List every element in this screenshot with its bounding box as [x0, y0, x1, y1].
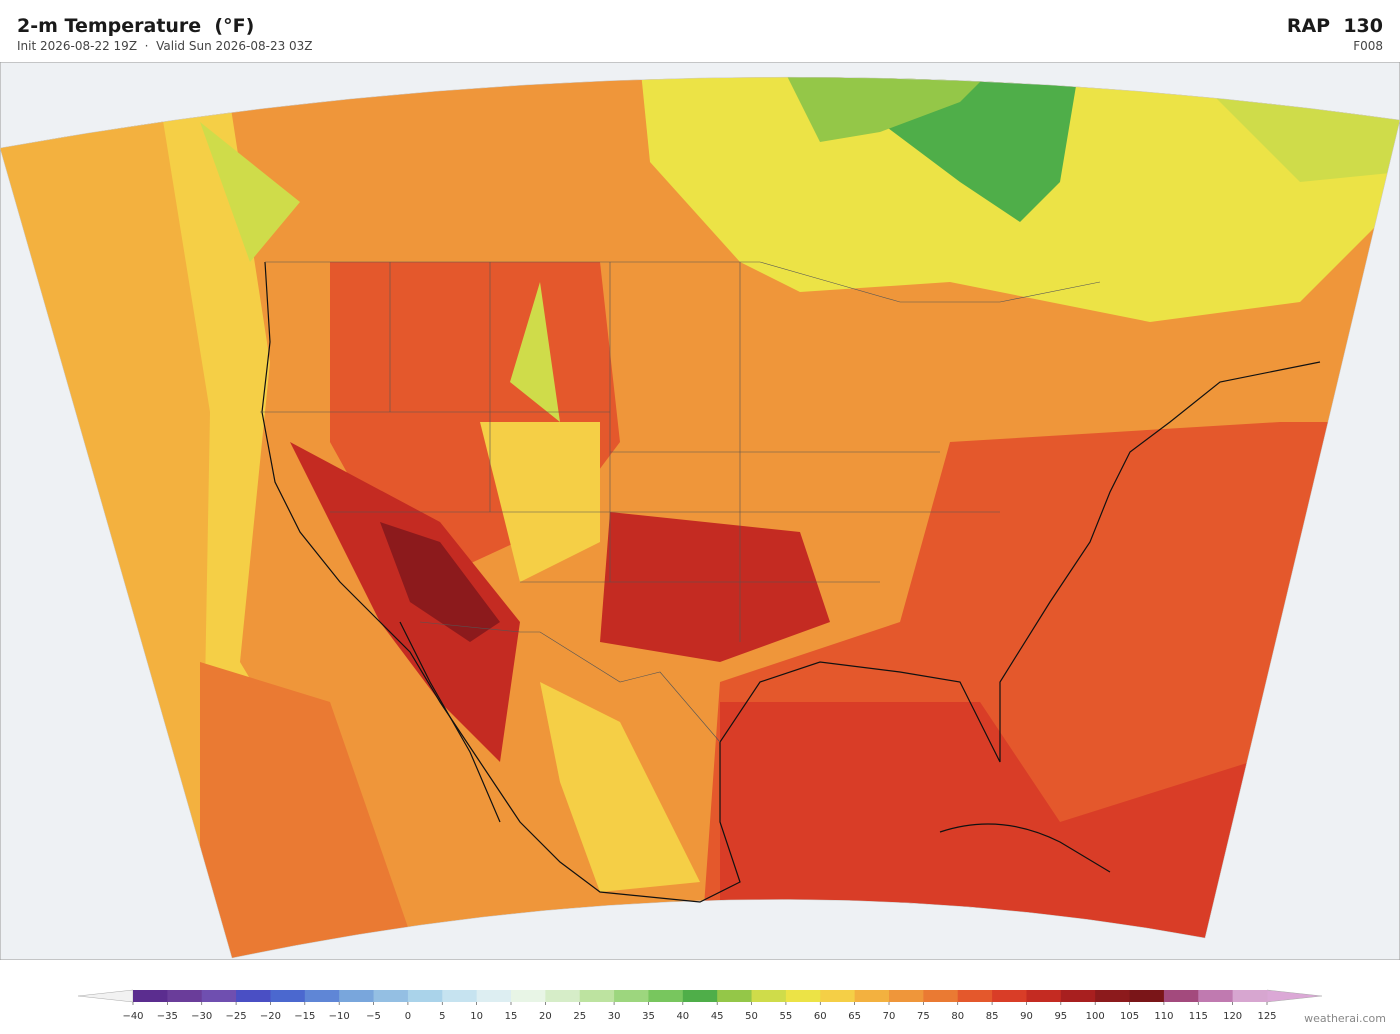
colorbar-segment: [1232, 990, 1268, 1002]
colorbar-segment: [545, 990, 581, 1002]
colorbar-segment: [407, 990, 443, 1002]
colorbar-segment: [579, 990, 615, 1002]
colorbar-tick-label: 20: [539, 1011, 552, 1022]
colorbar-tick-label: 95: [1054, 1011, 1067, 1022]
colorbar-segment: [923, 990, 959, 1002]
colorbar-segment: [373, 990, 409, 1002]
credit: weatherai.com: [1304, 1012, 1386, 1025]
plains-hot: [600, 512, 830, 662]
colorbar-segment: [1026, 990, 1062, 1002]
colorbar-tick-label: 120: [1223, 1011, 1242, 1022]
rockies-cool: [480, 422, 600, 582]
colorbar-tick-label: 75: [917, 1011, 930, 1022]
map-subtitle: Init 2026-08-22 19Z · Valid Sun 2026-08-…: [17, 39, 313, 53]
gulf-warm: [720, 702, 1250, 958]
map: [0, 62, 1400, 960]
sierra-madre: [540, 682, 700, 892]
temperature-field: [0, 77, 1400, 958]
colorbar-segment: [167, 990, 203, 1002]
colorbar-segment: [785, 990, 821, 1002]
colorbar-segment: [201, 990, 237, 1002]
colorbar-segment: [820, 990, 856, 1002]
borders: [260, 261, 1101, 743]
colorbar-extend-low: [77, 989, 134, 1003]
colorbar: −40 −35 −30 −25 −20 −15 −10 −5 0 5 10 15 20 25 30 35 40 4…: [77, 989, 1323, 1022]
colorbar-tick-label: −35: [157, 1011, 178, 1022]
baja-coast: [399, 621, 501, 823]
ocean-south: [200, 662, 420, 958]
colorbar-tick-label: −10: [329, 1011, 350, 1022]
colorbar-tick-label: −15: [294, 1011, 315, 1022]
canada-cold-edge: [780, 77, 1000, 142]
colorbar-segment: [270, 990, 306, 1002]
colorbar-tick-label: −30: [191, 1011, 212, 1022]
coastline: [261, 261, 1321, 903]
colorbar-tick-label: 55: [780, 1011, 793, 1022]
colorbar-segment: [236, 990, 271, 1002]
colorbar-tick-label: 15: [505, 1011, 518, 1022]
colorbar-tick-label: −20: [260, 1011, 281, 1022]
colorbar-tick-label: 110: [1154, 1011, 1173, 1022]
colorbar-tick-label: 125: [1257, 1011, 1276, 1022]
colorbar-segment: [1163, 990, 1199, 1002]
colorbar-tick-label: 70: [883, 1011, 896, 1022]
state-borders: [260, 262, 1000, 642]
colorbar-tick-label: 25: [573, 1011, 586, 1022]
colorbar-segment: [339, 990, 375, 1002]
colorbar-segment: [511, 990, 546, 1002]
forecast-hour: F008: [1353, 39, 1383, 53]
colorbar-tick-label: 30: [608, 1011, 621, 1022]
colorbar-segment: [133, 990, 168, 1002]
colorbar-segment: [1198, 990, 1234, 1002]
colorbar-segment: [304, 990, 340, 1002]
colorbar-tick-label: 60: [814, 1011, 827, 1022]
domain-outline: [0, 76, 1400, 959]
colorbar-segment: [648, 990, 684, 1002]
colorbar-tick-label: 0: [405, 1011, 411, 1022]
colorbar-tick-label: 10: [470, 1011, 483, 1022]
colorbar-segment: [442, 990, 478, 1002]
colorbar-segment: [614, 990, 649, 1002]
colorbar-segment: [717, 990, 753, 1002]
colorbar-tick-label: 105: [1120, 1011, 1139, 1022]
colorbar-tick-label: 45: [711, 1011, 724, 1022]
map-title: 2-m Temperature (°F): [17, 15, 255, 37]
model-name: RAP 130: [1286, 15, 1383, 37]
colorbar-segment: [1060, 990, 1096, 1002]
colorbar-tick-label: 80: [951, 1011, 964, 1022]
colorbar-tick-label: −40: [122, 1011, 143, 1022]
colorbar-tick-label: 85: [986, 1011, 999, 1022]
colorbar-tick-label: −25: [226, 1011, 247, 1022]
desert-hot: [290, 442, 520, 762]
colorbar-segment: [889, 990, 924, 1002]
desert-extreme: [380, 522, 500, 642]
colorbar-tick-label: 35: [642, 1011, 655, 1022]
colorbar-tick-label: 40: [676, 1011, 689, 1022]
colorbar-segment: [682, 990, 718, 1002]
colorbar-tick-label: 50: [745, 1011, 758, 1022]
mountain-cool: [200, 122, 560, 422]
border-mexico: [419, 621, 721, 743]
colorbar-tick-label: 90: [1020, 1011, 1033, 1022]
coastlines: [261, 261, 1321, 903]
colorbar-segment: [1095, 990, 1131, 1002]
colorbar-segment: [957, 990, 993, 1002]
colorbar-segment: [476, 990, 512, 1002]
colorbar-tick-label: 65: [848, 1011, 861, 1022]
colorbar-segment: [992, 990, 1027, 1002]
colorbar-tick-label: 100: [1086, 1011, 1105, 1022]
colorbar-segment: [854, 990, 890, 1002]
colorbar-tick-label: 115: [1189, 1011, 1208, 1022]
colorbar-segment: [751, 990, 787, 1002]
colorbar-tick-label: −5: [366, 1011, 381, 1022]
cuba: [939, 823, 1111, 873]
colorbar-tick-label: 5: [439, 1011, 445, 1022]
colorbar-extend-high: [1266, 989, 1323, 1003]
border-canada: [265, 261, 1101, 303]
colorbar-segment: [1129, 990, 1165, 1002]
